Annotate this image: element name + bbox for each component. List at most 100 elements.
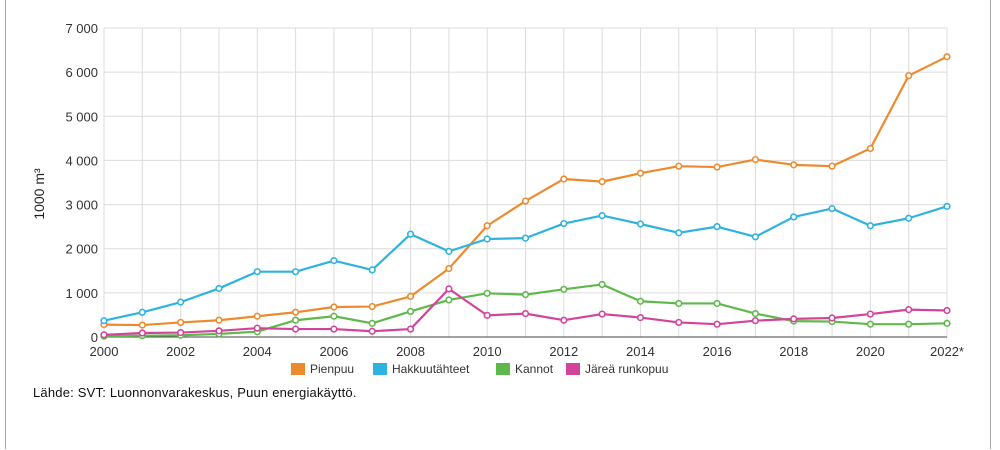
data-point[interactable] [138,321,146,329]
data-point[interactable] [445,296,453,304]
data-point[interactable] [138,308,146,316]
data-point[interactable] [713,299,721,308]
data-point[interactable] [905,214,913,222]
data-point[interactable] [483,235,491,243]
legend-item[interactable]: Kannot [496,362,554,376]
data-point[interactable] [943,53,951,61]
data-point[interactable] [406,230,415,238]
data-point[interactable] [713,163,721,171]
data-point[interactable] [291,308,300,316]
data-point[interactable] [598,178,606,186]
data-point[interactable] [560,285,568,293]
data-point[interactable] [828,204,836,213]
data-point[interactable] [177,328,185,337]
data-point[interactable] [291,325,300,333]
data-point[interactable] [368,266,376,274]
data-point[interactable] [253,312,261,320]
data-point[interactable] [291,316,300,324]
data-point[interactable] [560,316,568,324]
x-tick-label: 2002 [166,344,195,359]
data-point[interactable] [675,162,683,170]
data-point[interactable] [675,299,683,308]
data-point[interactable] [253,324,261,332]
legend-swatch [373,363,387,375]
data-point[interactable] [675,318,683,327]
data-point[interactable] [330,303,338,311]
data-point[interactable] [483,289,491,297]
data-point[interactable] [713,320,721,328]
data-point[interactable] [866,310,874,318]
y-tick-label: 1 000 [65,286,98,301]
data-point[interactable] [483,222,491,230]
data-point[interactable] [636,313,645,322]
data-point[interactable] [215,316,223,324]
data-point[interactable] [177,318,185,327]
data-point[interactable] [445,247,453,255]
data-point[interactable] [866,222,874,230]
data-point[interactable] [368,319,376,327]
data-point[interactable] [330,312,338,320]
data-point[interactable] [751,317,760,325]
data-point[interactable] [943,319,951,327]
data-point[interactable] [905,306,913,314]
data-point[interactable] [866,320,874,328]
data-point[interactable] [751,310,760,318]
data-point[interactable] [368,327,376,335]
data-point[interactable] [406,325,415,333]
data-point[interactable] [828,314,836,322]
legend-label: Järeä runkopuu [585,362,668,376]
y-tick-label: 0 [91,330,98,345]
data-point[interactable] [790,315,798,323]
data-point[interactable] [521,234,530,242]
data-point[interactable] [598,280,606,289]
data-point[interactable] [215,284,223,293]
legend-item[interactable]: Hakkuutähteet [373,362,470,376]
data-point[interactable] [138,329,146,337]
data-point[interactable] [790,161,798,169]
data-point[interactable] [866,144,874,153]
data-point[interactable] [291,268,300,276]
data-point[interactable] [445,264,453,273]
legend-item[interactable]: Järeä runkopuu [566,362,668,376]
data-point[interactable] [406,307,415,315]
data-point[interactable] [253,268,261,276]
data-point[interactable] [598,310,606,318]
x-tick-label: 2004 [243,344,272,359]
data-point[interactable] [521,310,530,318]
x-tick-label: 2018 [779,344,808,359]
y-tick-label: 2 000 [65,242,98,257]
data-point[interactable] [560,175,568,183]
y-tick-label: 3 000 [65,198,98,213]
data-point[interactable] [521,291,530,299]
data-point[interactable] [636,220,645,228]
data-point[interactable] [560,219,568,228]
data-point[interactable] [521,197,530,205]
data-point[interactable] [330,325,338,333]
data-point[interactable] [445,285,453,293]
data-point[interactable] [636,297,645,305]
data-point[interactable] [828,162,836,170]
data-point[interactable] [100,331,108,339]
data-point[interactable] [675,229,683,237]
data-point[interactable] [368,302,376,311]
data-point[interactable] [905,72,913,80]
data-point[interactable] [406,292,415,300]
data-point[interactable] [215,327,223,335]
data-point[interactable] [751,155,760,164]
data-point[interactable] [177,298,185,306]
data-point[interactable] [483,311,491,319]
data-point[interactable] [943,306,951,315]
y-tick-labels: 0 1 000 2 000 3 000 4 000 5 000 6 000 7 000 [65,21,98,345]
data-point[interactable] [100,317,108,325]
legend-item[interactable]: Pienpuu [291,362,354,376]
data-point[interactable] [943,202,951,210]
data-point[interactable] [790,213,798,221]
data-point[interactable] [636,169,645,177]
data-point[interactable] [905,320,913,328]
data-point[interactable] [751,233,760,241]
legend-label: Pienpuu [310,362,354,376]
data-point[interactable] [598,212,606,220]
data-point[interactable] [330,257,338,265]
data-point[interactable] [713,223,721,231]
